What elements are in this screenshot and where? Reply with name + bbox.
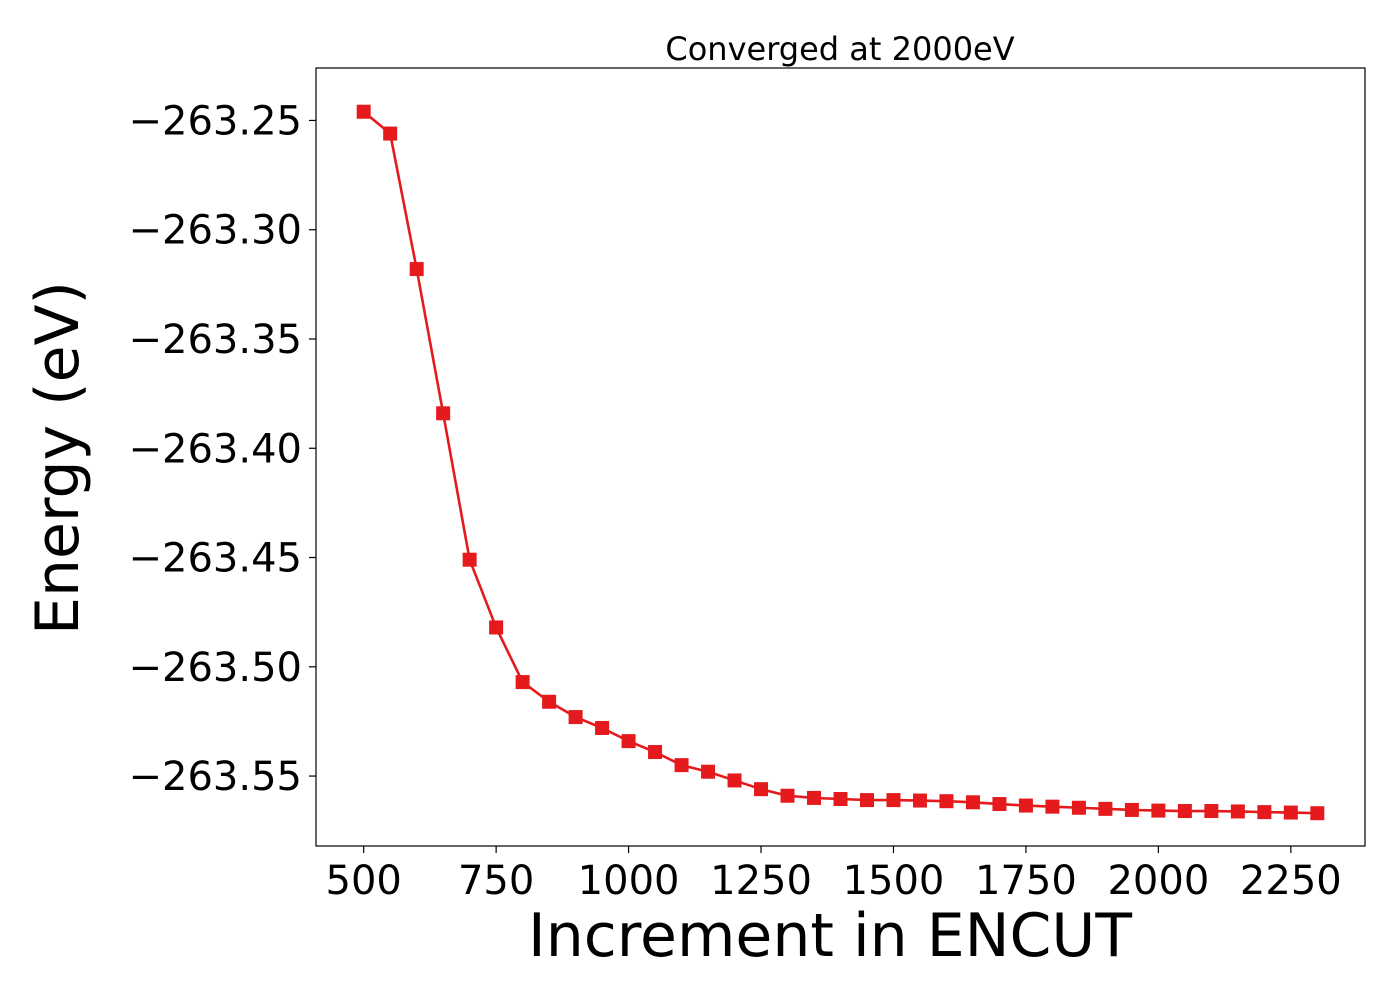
data-point xyxy=(568,710,583,725)
data-point xyxy=(383,126,398,141)
y-tick-label: −263.25 xyxy=(129,98,302,144)
y-axis-ticks: −263.25 −263.30 −263.35 −263.40 −263.45 −263.… xyxy=(129,98,316,800)
data-point xyxy=(1230,804,1245,819)
data-point xyxy=(515,675,530,690)
data-point xyxy=(912,793,927,808)
data-point xyxy=(1177,804,1192,819)
data-point xyxy=(1310,806,1325,821)
data-point xyxy=(1098,801,1113,816)
data-point xyxy=(1124,802,1139,817)
data-point xyxy=(1018,798,1033,813)
x-axis-label: Increment in ENCUT xyxy=(528,901,1132,971)
data-point xyxy=(701,764,716,779)
data-point xyxy=(886,793,901,808)
data-point xyxy=(648,745,663,760)
data-point xyxy=(1151,803,1166,818)
y-tick-label: −263.55 xyxy=(129,754,302,800)
data-point xyxy=(542,694,557,709)
data-point xyxy=(1257,805,1272,820)
series-line xyxy=(362,110,1318,815)
data-point xyxy=(939,794,954,809)
x-tick-label: 500 xyxy=(326,858,402,904)
data-point xyxy=(965,795,980,810)
y-axis-label: Energy (eV) xyxy=(23,281,93,635)
data-point xyxy=(754,782,769,797)
data-point xyxy=(1071,800,1086,815)
data-point xyxy=(356,104,371,119)
data-point xyxy=(621,734,636,749)
chart-title: Converged at 2000eV xyxy=(665,30,1014,68)
x-axis-ticks: 500 750 1000 1250 1500 1750 2000 2250 xyxy=(326,846,1342,904)
y-tick-label: −263.30 xyxy=(129,208,302,254)
data-point xyxy=(992,797,1007,812)
data-point xyxy=(489,620,504,635)
x-tick-label: 1750 xyxy=(975,858,1077,904)
x-tick-label: 1500 xyxy=(843,858,945,904)
plot-frame xyxy=(315,67,1366,847)
data-point xyxy=(595,720,610,735)
y-tick-label: −263.50 xyxy=(129,645,302,691)
y-tick-label: −263.40 xyxy=(129,426,302,472)
data-point xyxy=(462,552,477,567)
data-point xyxy=(1204,804,1219,819)
data-point xyxy=(674,758,689,773)
data-point xyxy=(409,262,424,277)
x-tick-label: 1000 xyxy=(578,858,680,904)
series-group xyxy=(356,104,1325,821)
y-tick-label: −263.45 xyxy=(129,536,302,582)
data-point xyxy=(833,792,848,807)
x-tick-label: 1250 xyxy=(710,858,812,904)
x-tick-label: 2000 xyxy=(1107,858,1209,904)
data-point xyxy=(1283,805,1298,820)
data-point xyxy=(807,790,822,805)
data-point xyxy=(727,773,742,788)
data-point xyxy=(1045,799,1060,814)
data-point xyxy=(436,406,451,421)
x-tick-label: 750 xyxy=(458,858,534,904)
y-tick-label: −263.35 xyxy=(129,317,302,363)
data-point xyxy=(859,793,874,808)
data-point xyxy=(780,788,795,803)
x-tick-label: 2250 xyxy=(1240,858,1342,904)
